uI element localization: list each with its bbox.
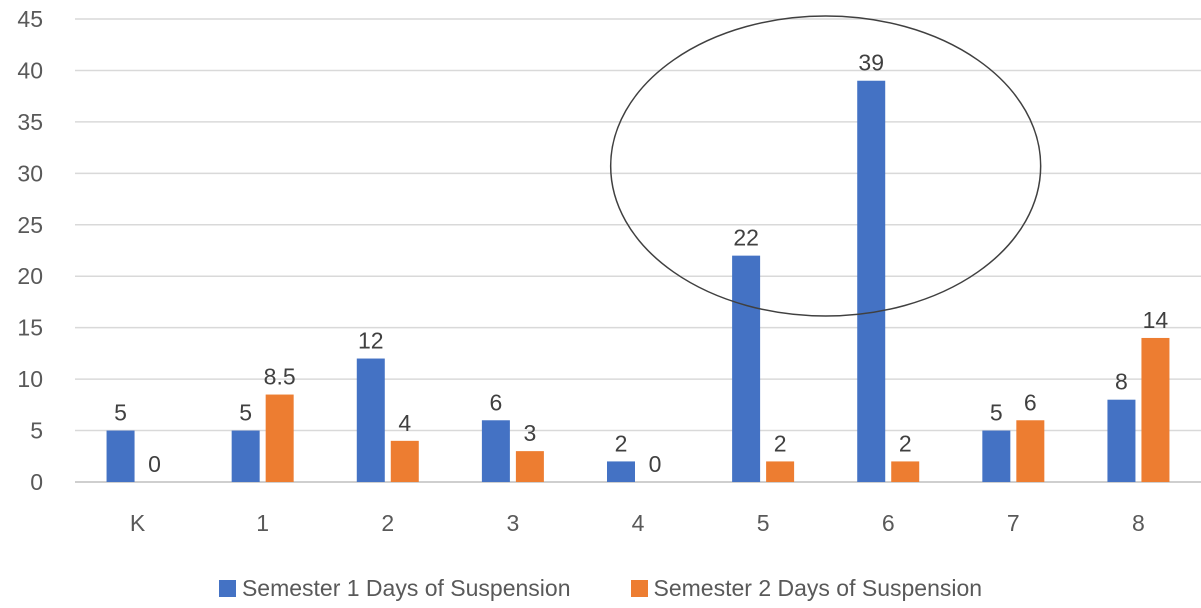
bar-series-2	[265, 394, 294, 482]
legend-item-semester-1: Semester 1 Days of Suspension	[218, 574, 571, 602]
bar-series-1	[982, 430, 1011, 482]
data-label: 0	[649, 451, 662, 477]
data-label: 5	[990, 400, 1003, 426]
bar-series-1	[1107, 399, 1136, 482]
y-axis-ticks: 0 5 10 15 20 25 30 35 40 45	[17, 6, 43, 495]
y-tick-label: 35	[17, 109, 43, 135]
y-tick-label: 10	[17, 366, 43, 392]
bar-series-1	[106, 430, 135, 482]
data-label: 8	[1115, 369, 1128, 395]
data-label: 5	[114, 400, 127, 426]
data-label: 6	[1024, 389, 1037, 415]
x-axis-ticks: K 1 2 3 4 5 6 7 8	[130, 510, 1145, 536]
y-tick-label: 20	[17, 263, 43, 289]
x-tick-label: 1	[256, 510, 269, 536]
bar-series-1	[231, 430, 260, 482]
y-tick-label: 45	[17, 6, 43, 32]
x-tick-label: 6	[882, 510, 895, 536]
data-label: 2	[615, 430, 628, 456]
bar-series-2	[766, 461, 795, 482]
legend-swatch-semester-2	[630, 579, 648, 597]
legend-item-semester-2: Semester 2 Days of Suspension	[630, 574, 983, 602]
legend: Semester 1 Days of Suspension Semester 2…	[0, 570, 1201, 606]
data-label: 2	[899, 430, 912, 456]
y-tick-label: 30	[17, 160, 43, 186]
legend-swatch-semester-1	[218, 579, 236, 597]
bar-series-1	[481, 420, 510, 482]
bar-series-1	[607, 461, 635, 482]
data-label: 12	[358, 328, 384, 354]
y-tick-label: 40	[17, 57, 43, 83]
bar-series-1	[732, 255, 761, 482]
bar-series-2	[1141, 337, 1170, 482]
bar-series-2	[515, 451, 544, 482]
y-tick-label: 25	[17, 212, 43, 238]
y-tick-label: 5	[30, 418, 43, 444]
legend-label-semester-2: Semester 2 Days of Suspension	[653, 574, 983, 601]
bar-series-2	[891, 461, 920, 482]
legend-label-semester-1: Semester 1 Days of Suspension	[241, 574, 571, 601]
annotation-ellipse	[609, 15, 1042, 317]
y-tick-label: 0	[30, 469, 43, 495]
bar-series-2	[390, 440, 419, 482]
data-label: 8.5	[264, 364, 296, 390]
x-tick-label: 4	[632, 510, 645, 536]
x-tick-label: 5	[757, 510, 770, 536]
y-tick-label: 15	[17, 315, 43, 341]
data-label: 6	[489, 389, 502, 415]
data-label: 0	[148, 451, 161, 477]
data-label: 22	[733, 225, 759, 251]
x-tick-label: K	[130, 510, 146, 536]
data-label: 3	[523, 420, 536, 446]
x-tick-label: 2	[381, 510, 394, 536]
bar-series-1	[857, 80, 886, 482]
bars	[106, 80, 1170, 482]
annotation-layer	[609, 15, 1042, 317]
gridlines	[75, 18, 1201, 483]
x-tick-label: 3	[506, 510, 519, 536]
bar-series-2	[1016, 420, 1045, 482]
data-label: 2	[774, 430, 787, 456]
x-tick-label: 7	[1007, 510, 1020, 536]
data-label: 4	[398, 410, 411, 436]
data-label: 5	[239, 400, 252, 426]
data-label: 14	[1143, 307, 1169, 333]
bar-series-1	[356, 358, 385, 482]
data-label: 39	[858, 50, 884, 76]
x-tick-label: 8	[1132, 510, 1145, 536]
